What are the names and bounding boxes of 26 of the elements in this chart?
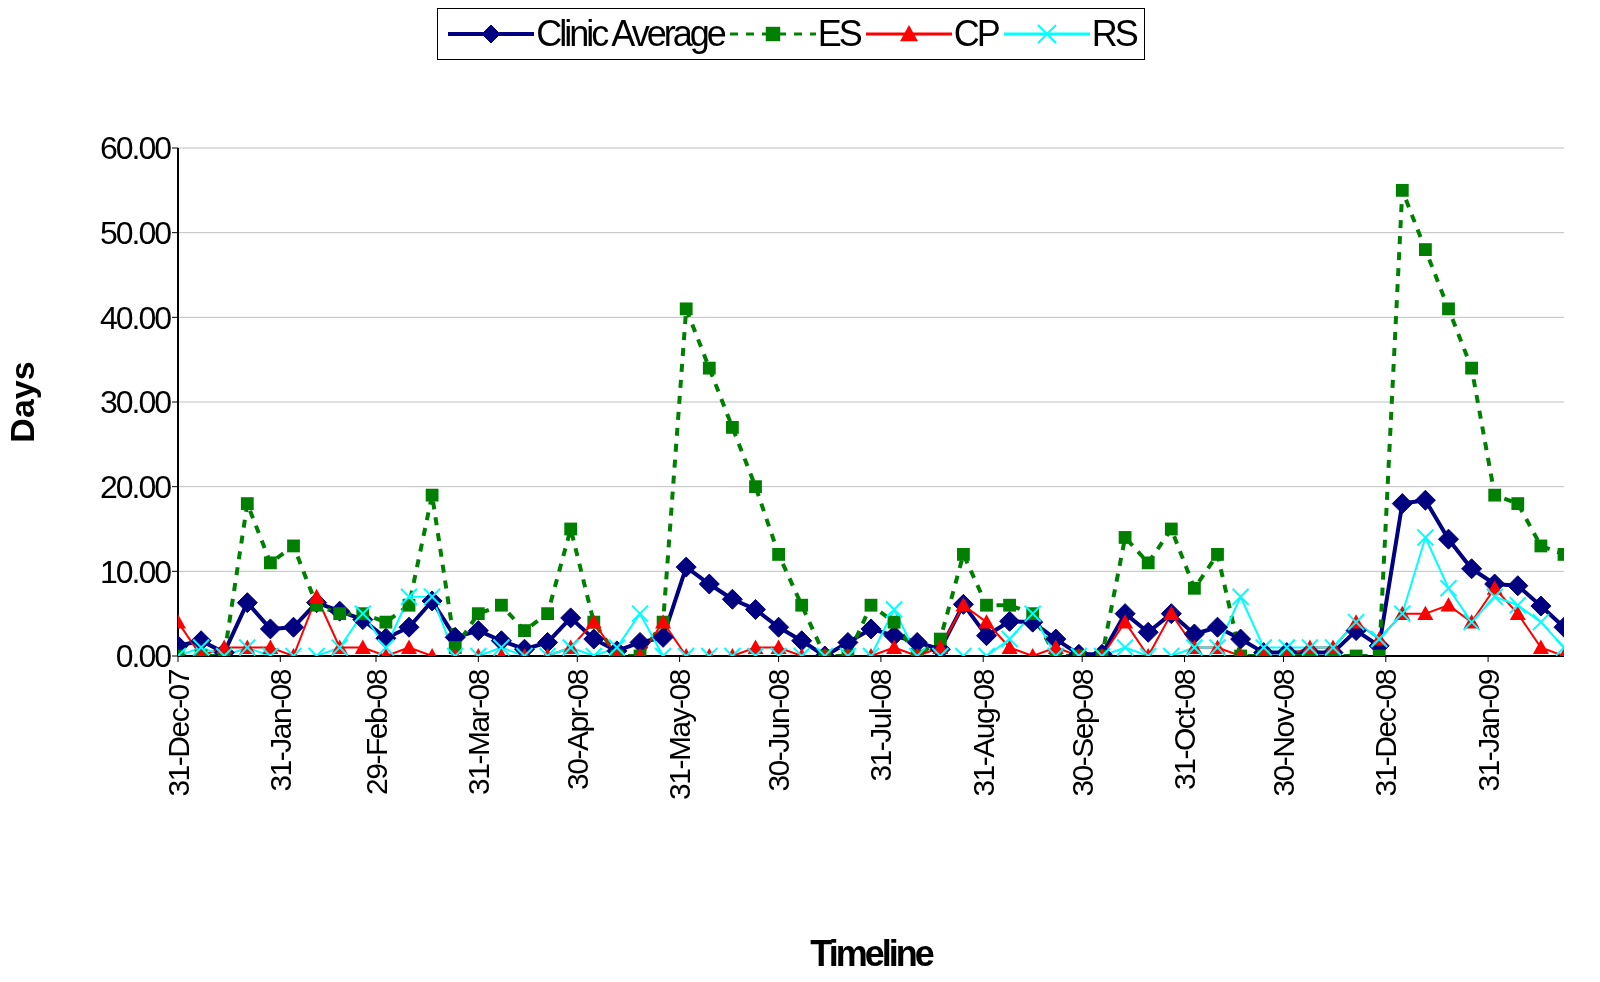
- x-tick-label: 29-Feb-08: [359, 669, 393, 795]
- x-axis-title: Timeline: [810, 933, 934, 974]
- x-tick-label: 31-Jul-08: [864, 669, 898, 782]
- x-tick-label: 30-Nov-08: [1267, 669, 1300, 797]
- y-axis-title: Days: [3, 361, 42, 443]
- x-tick-label: 31-May-08: [663, 669, 697, 800]
- y-tick-label: 30.00: [99, 384, 172, 421]
- x-tick-label: 30-Jun-08: [762, 669, 796, 792]
- legend-label: CP: [953, 13, 998, 55]
- x-tick-label: 30-Sep-08: [1065, 669, 1099, 797]
- legend-label: RS: [1091, 13, 1136, 55]
- y-tick-label: 40.00: [99, 299, 172, 336]
- x-tick-label: 31-Mar-08: [461, 669, 495, 795]
- x-tick-label: 31-Aug-08: [966, 669, 1000, 797]
- y-tick-label: 20.00: [99, 469, 172, 506]
- y-tick-label: 60.00: [99, 130, 172, 167]
- x-tick-label: 30-Apr-08: [560, 669, 594, 790]
- x-tick-label: 31-Dec-07: [161, 669, 195, 797]
- x-tick-label: 31-Jan-09: [1471, 669, 1505, 792]
- legend-label: ES: [817, 13, 860, 55]
- x-tick-label: 31-Dec-08: [1369, 669, 1403, 797]
- y-tick-label: 50.00: [99, 215, 172, 252]
- x-tick-label: 31-Oct-08: [1168, 669, 1201, 790]
- x-tick-label: 31-Jan-08: [263, 669, 297, 792]
- y-tick-label: 10.00: [99, 553, 172, 590]
- legend-label: Clinic Average: [536, 13, 724, 55]
